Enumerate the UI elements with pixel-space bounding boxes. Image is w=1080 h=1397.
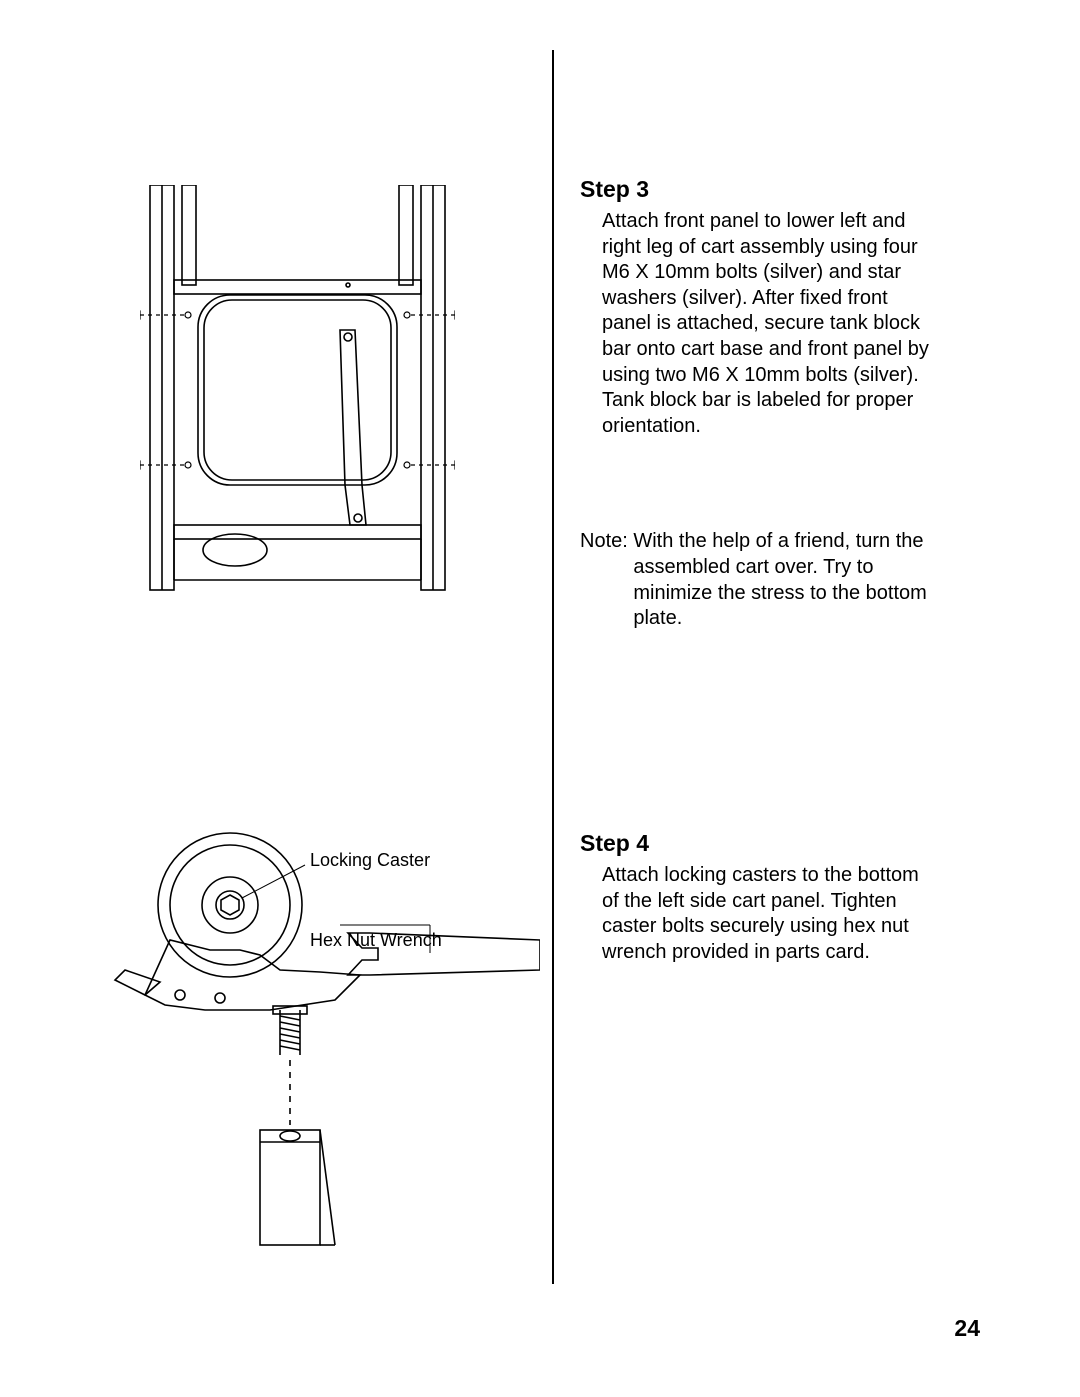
label-locking-caster: Locking Caster bbox=[310, 851, 430, 871]
cart-assembly-svg bbox=[140, 185, 455, 600]
page: Locking Caster Hex Nut Wrench Step 3 Att… bbox=[0, 0, 1080, 1397]
step-3-heading: Step 3 bbox=[580, 176, 940, 203]
step-3-body: Attach front panel to lower left and rig… bbox=[602, 209, 940, 439]
step-4-heading: Step 4 bbox=[580, 830, 940, 857]
step-3-block: Step 3 Attach front panel to lower left … bbox=[580, 176, 940, 632]
label-hex-nut-wrench: Hex Nut Wrench bbox=[310, 931, 442, 951]
step-4-body: Attach locking casters to the bottom of … bbox=[602, 863, 940, 965]
note-label: Note: bbox=[580, 529, 633, 631]
left-column: Locking Caster Hex Nut Wrench bbox=[0, 0, 552, 1300]
step-3-note: Note: With the help of a friend, turn th… bbox=[580, 529, 940, 631]
column-divider bbox=[552, 50, 554, 1284]
figure-cart-assembly bbox=[140, 185, 455, 600]
page-number: 24 bbox=[954, 1315, 980, 1342]
figure-caster-wrench: Locking Caster Hex Nut Wrench bbox=[110, 820, 540, 1250]
caster-svg bbox=[110, 820, 540, 1250]
right-column: Step 3 Attach front panel to lower left … bbox=[580, 0, 950, 1300]
note-text: With the help of a friend, turn the asse… bbox=[633, 529, 940, 631]
step-4-block: Step 4 Attach locking casters to the bot… bbox=[580, 830, 940, 965]
